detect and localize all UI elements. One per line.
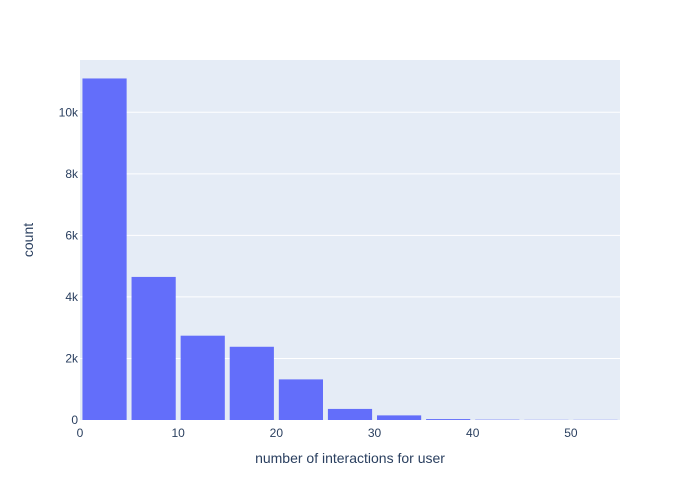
- x-tick-label: 20: [270, 426, 284, 440]
- x-tick-label: 30: [368, 426, 382, 440]
- histogram-bar: [229, 346, 274, 420]
- y-tick-label: 10k: [59, 105, 79, 119]
- y-tick-label: 4k: [65, 290, 79, 304]
- y-tick-label: 2k: [65, 351, 79, 365]
- histogram-bar: [426, 419, 471, 420]
- y-axis-ticks: 0 2k 4k 6k 8k 10k: [59, 105, 79, 427]
- x-axis-title: number of interactions for user: [255, 450, 445, 466]
- y-tick-label: 6k: [65, 228, 79, 242]
- x-tick-label: 10: [172, 426, 186, 440]
- x-tick-label: 50: [564, 426, 578, 440]
- histogram-bar: [180, 335, 225, 420]
- y-tick-label: 8k: [65, 167, 79, 181]
- histogram-bar: [327, 408, 373, 420]
- histogram-bar: [377, 415, 422, 420]
- y-tick-label: 0: [71, 413, 78, 427]
- histogram-bar: [82, 78, 127, 420]
- x-tick-label: 40: [466, 426, 480, 440]
- bars: [82, 78, 618, 420]
- x-tick-label: 0: [77, 426, 84, 440]
- y-axis-title: count: [20, 223, 36, 257]
- histogram-bar: [278, 379, 323, 420]
- x-axis-ticks: 0 10 20 30 40 50: [77, 426, 578, 440]
- histogram-bar: [131, 276, 176, 420]
